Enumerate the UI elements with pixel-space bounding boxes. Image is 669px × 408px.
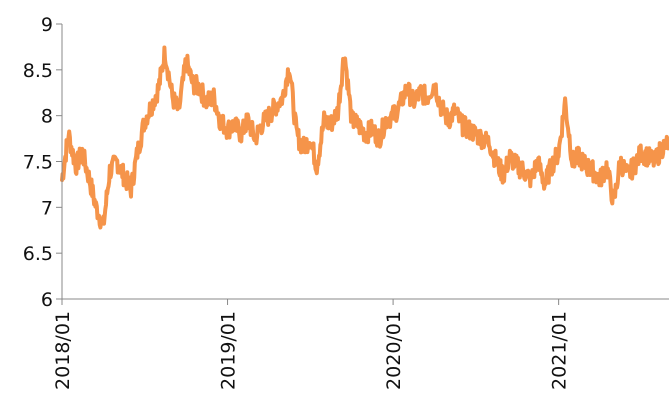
y-axis-ticks: 6 6.5 7 7.5 8 8.5 9 <box>23 14 62 311</box>
x-tick-label: 2019/01 <box>218 311 240 390</box>
y-tick-label: 6 <box>41 289 53 311</box>
y-tick-label: 6.5 <box>23 243 53 265</box>
y-tick-label: 7 <box>41 197 53 219</box>
x-tick-label: 2020/01 <box>383 311 405 390</box>
x-tick-label: 2021/01 <box>549 311 571 390</box>
series-layer <box>60 45 669 230</box>
x-axis-ticks: 2018/01 2019/01 2020/01 2021/01 <box>52 299 571 390</box>
y-tick-label: 9 <box>41 14 53 36</box>
x-tick-label: 2018/01 <box>52 311 74 390</box>
y-tick-label: 8 <box>41 106 53 128</box>
y-tick-label: 8.5 <box>23 60 53 82</box>
y-tick-label: 7.5 <box>23 152 53 174</box>
series-line <box>60 45 669 230</box>
